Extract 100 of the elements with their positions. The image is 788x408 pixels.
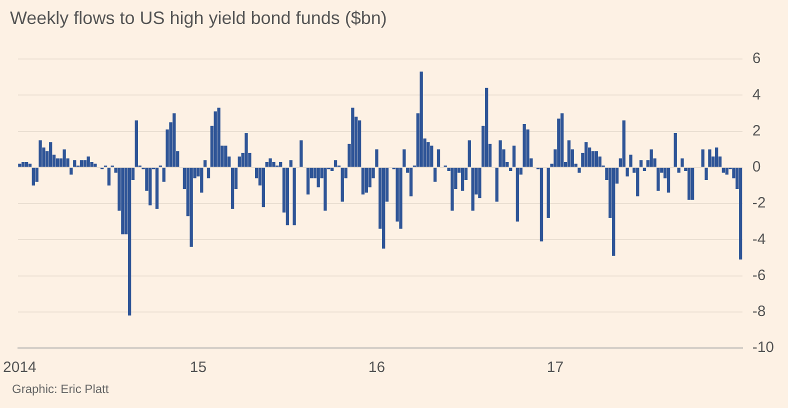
- bar: [38, 140, 42, 167]
- bar: [292, 168, 296, 226]
- bar: [316, 168, 320, 188]
- y-tick-label: 6: [752, 50, 761, 68]
- bar: [148, 168, 152, 206]
- y-tick-label: -8: [752, 303, 766, 320]
- bar: [286, 168, 290, 226]
- bar: [300, 140, 303, 167]
- bar: [478, 168, 482, 198]
- bar: [340, 168, 344, 202]
- y-tick-label: 4: [752, 86, 761, 104]
- bar: [498, 140, 502, 167]
- bar: [626, 168, 629, 176]
- chart-title: Weekly flows to US high yield bond funds ($bn): [10, 8, 387, 29]
- bar: [484, 88, 488, 167]
- bar: [680, 158, 684, 167]
- bar: [324, 168, 327, 211]
- bar: [560, 113, 564, 167]
- bar: [450, 168, 454, 211]
- bar: [190, 168, 193, 247]
- bar: [512, 146, 516, 167]
- bar: [83, 160, 86, 167]
- bar: [594, 151, 598, 167]
- bar: [382, 168, 386, 249]
- bar: [70, 168, 73, 175]
- bar: [725, 168, 728, 175]
- bar: [364, 168, 368, 193]
- bar: [134, 120, 138, 167]
- bar: [18, 164, 22, 167]
- bar: [80, 160, 84, 167]
- bar: [436, 149, 440, 167]
- bar: [224, 146, 228, 167]
- bar: [265, 162, 268, 167]
- bar: [128, 168, 132, 316]
- bar: [214, 111, 217, 167]
- bar: [272, 162, 276, 167]
- bar: [642, 168, 646, 171]
- bar: [584, 142, 588, 167]
- bar: [722, 168, 726, 173]
- bar: [701, 149, 704, 167]
- bar: [468, 140, 471, 167]
- bar: [622, 120, 626, 167]
- bar: [522, 124, 526, 167]
- bar: [206, 168, 210, 178]
- x-tick-label: 16: [368, 359, 386, 376]
- x-tick-label: 15: [190, 359, 207, 376]
- bar: [203, 160, 207, 167]
- y-tick-label: -2: [752, 194, 766, 212]
- y-tick-label: 0: [752, 158, 761, 176]
- bar: [690, 168, 694, 200]
- bar: [334, 160, 338, 167]
- bar: [399, 168, 402, 229]
- y-tick-label: -6: [752, 266, 766, 284]
- bar: [578, 168, 581, 173]
- bar: [32, 168, 36, 186]
- bar: [358, 120, 362, 167]
- bar: [351, 108, 354, 167]
- bar: [495, 168, 498, 202]
- y-tick-label: -4: [752, 230, 766, 248]
- bar: [28, 164, 32, 167]
- bar: [591, 151, 595, 167]
- bar: [677, 168, 680, 173]
- bar: [540, 168, 544, 242]
- bar: [200, 168, 204, 193]
- bar: [666, 168, 670, 193]
- bar: [612, 168, 616, 256]
- bar: [155, 168, 159, 209]
- bar: [650, 149, 653, 167]
- bar: [433, 168, 437, 182]
- bar: [361, 168, 365, 194]
- bar: [121, 168, 124, 234]
- bar: [262, 168, 266, 208]
- bar: [306, 168, 310, 194]
- y-tick-label: -10: [752, 339, 774, 356]
- bar: [238, 156, 241, 167]
- bar: [56, 158, 60, 167]
- bar: [704, 168, 708, 180]
- bar: [546, 168, 550, 218]
- bar: [629, 154, 632, 167]
- bar: [330, 168, 334, 171]
- bar: [426, 142, 430, 167]
- bar: [217, 108, 220, 167]
- bar: [402, 149, 406, 167]
- bar: [509, 168, 512, 171]
- bar: [162, 168, 166, 182]
- bar: [35, 168, 38, 182]
- bar: [230, 168, 234, 209]
- y-tick-label: 2: [752, 122, 761, 140]
- bar: [172, 113, 176, 167]
- bar: [714, 148, 718, 167]
- bar: [420, 72, 423, 167]
- bar: [289, 160, 292, 167]
- text: Graphic: Eric Platt: [12, 382, 109, 396]
- bar: [49, 142, 52, 167]
- bar: [471, 168, 474, 211]
- bar: [107, 168, 111, 186]
- bar: [375, 149, 378, 167]
- bar: [22, 162, 25, 167]
- bar: [24, 162, 28, 167]
- bar: [739, 168, 742, 260]
